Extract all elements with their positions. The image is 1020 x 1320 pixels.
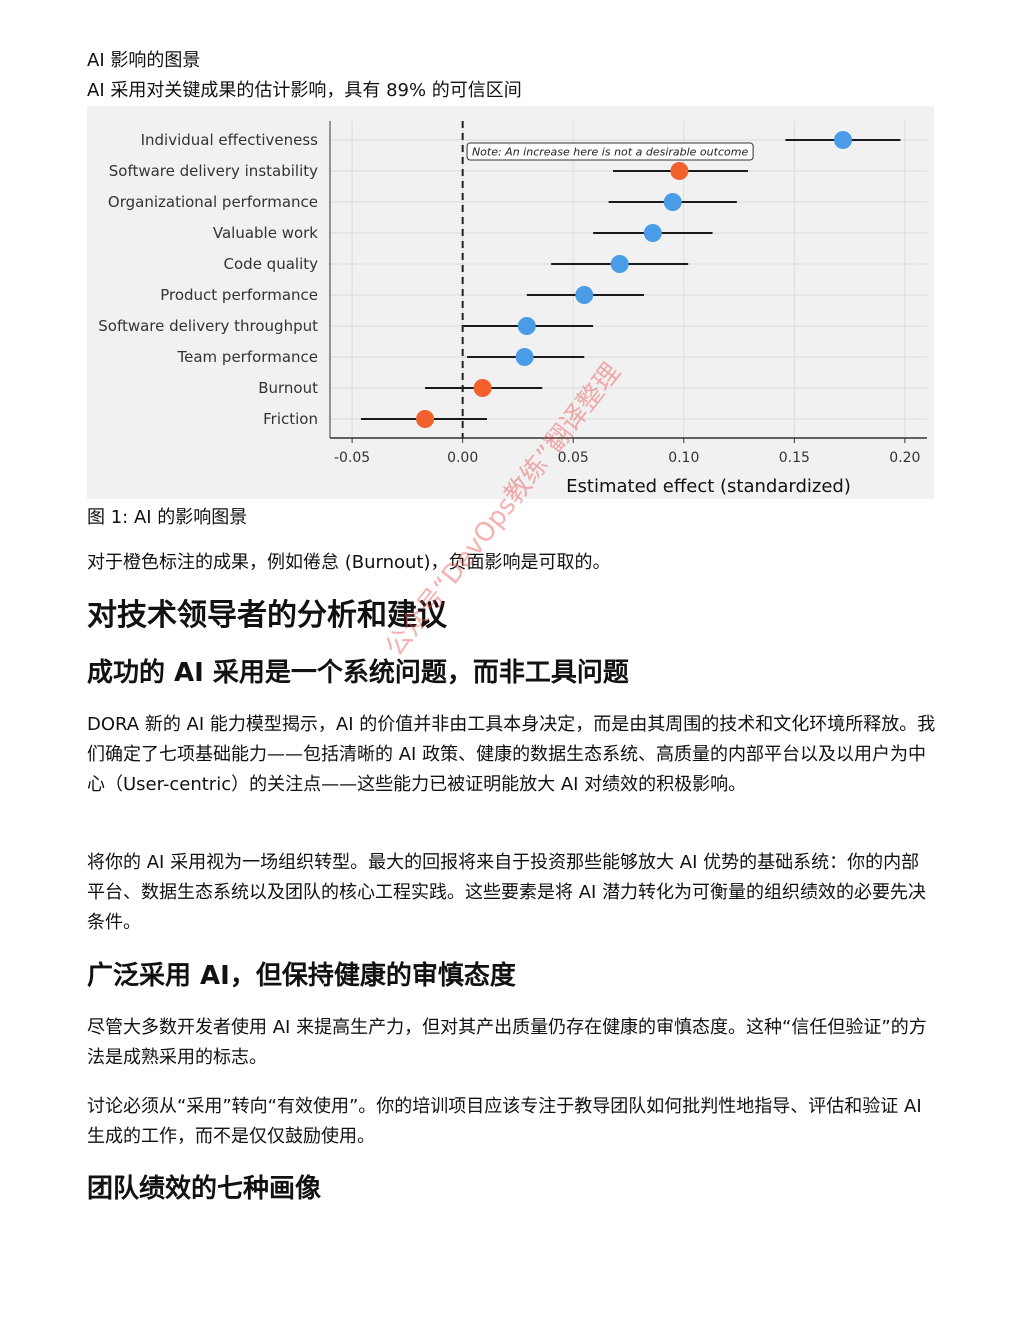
x-tick-label: -0.05 bbox=[334, 450, 370, 466]
annotation-text: Note: An increase here is not a desirabl… bbox=[472, 146, 749, 159]
x-tick-label: 0.10 bbox=[668, 450, 699, 466]
category-label: Software delivery instability bbox=[109, 162, 318, 180]
estimate-point bbox=[610, 255, 629, 273]
estimate-point bbox=[663, 193, 682, 211]
estimate-point bbox=[575, 286, 594, 304]
category-label: Organizational performance bbox=[108, 193, 318, 211]
forest-plot: -0.05 0.00 0.05 0.10 0.15 0.20 Estimated effec… bbox=[87, 106, 934, 499]
x-axis-label: Estimated effect (standardized) bbox=[566, 476, 851, 497]
estimate-point bbox=[833, 131, 852, 149]
paragraph-2-2: 讨论必须从“采用”转向“有效使用”。你的培训项目应该专注于教导团队如何批判性地指… bbox=[87, 1096, 922, 1147]
subsection-heading-3: 团队绩效的七种画像 bbox=[87, 1174, 322, 1204]
x-tick-label: 0.05 bbox=[558, 450, 589, 466]
estimate-point bbox=[643, 224, 662, 242]
x-tick-label: 0.00 bbox=[447, 450, 478, 466]
x-tick-label: 0.20 bbox=[889, 450, 920, 466]
category-label: Friction bbox=[263, 410, 318, 428]
paragraph-1-1: DORA 新的 AI 能力模型揭示，AI 的价值并非由工具本身决定，而是由其周围… bbox=[87, 714, 936, 795]
category-label: Software delivery throughput bbox=[98, 317, 318, 335]
category-label: Burnout bbox=[258, 379, 318, 397]
estimate-point bbox=[670, 162, 689, 180]
figure-subtitle: AI 采用对关键成果的估计影响，具有 89% 的可信区间 bbox=[87, 80, 522, 101]
figure-title: AI 影响的图景 bbox=[87, 50, 201, 71]
category-label: Product performance bbox=[160, 286, 318, 304]
annotation-box bbox=[466, 142, 754, 161]
x-tick-label: 0.15 bbox=[779, 450, 810, 466]
category-label: Valuable work bbox=[213, 224, 318, 242]
section-heading: 对技术领导者的分析和建议 bbox=[87, 598, 447, 633]
subsection-heading-1: 成功的 AI 采用是一个系统问题，而非工具问题 bbox=[87, 658, 629, 688]
paragraph-2-1: 尽管大多数开发者使用 AI 来提高生产力，但对其产出质量仍存在健康的审慎态度。这… bbox=[87, 1017, 927, 1068]
estimate-point bbox=[517, 317, 536, 335]
estimate-point bbox=[416, 410, 435, 428]
category-label: Individual effectiveness bbox=[141, 131, 319, 149]
figure-caption: 图 1: AI 的影响图景 bbox=[87, 507, 248, 528]
paragraph-1-2: 将你的 AI 采用视为一场组织转型。最大的回报将来自于投资那些能够放大 AI 优… bbox=[87, 852, 927, 933]
subsection-heading-2: 广泛采用 AI，但保持健康的审慎态度 bbox=[87, 961, 516, 991]
estimate-point bbox=[515, 348, 534, 366]
estimate-point bbox=[473, 379, 492, 397]
category-label: Code quality bbox=[224, 255, 319, 273]
forest-plot-svg: -0.05 0.00 0.05 0.10 0.15 0.20 Estimated effec… bbox=[98, 121, 927, 497]
orange-note-paragraph: 对于橙色标注的成果，例如倦怠 (Burnout)，负面影响是可取的。 bbox=[87, 552, 611, 573]
category-label: Team performance bbox=[177, 348, 318, 366]
